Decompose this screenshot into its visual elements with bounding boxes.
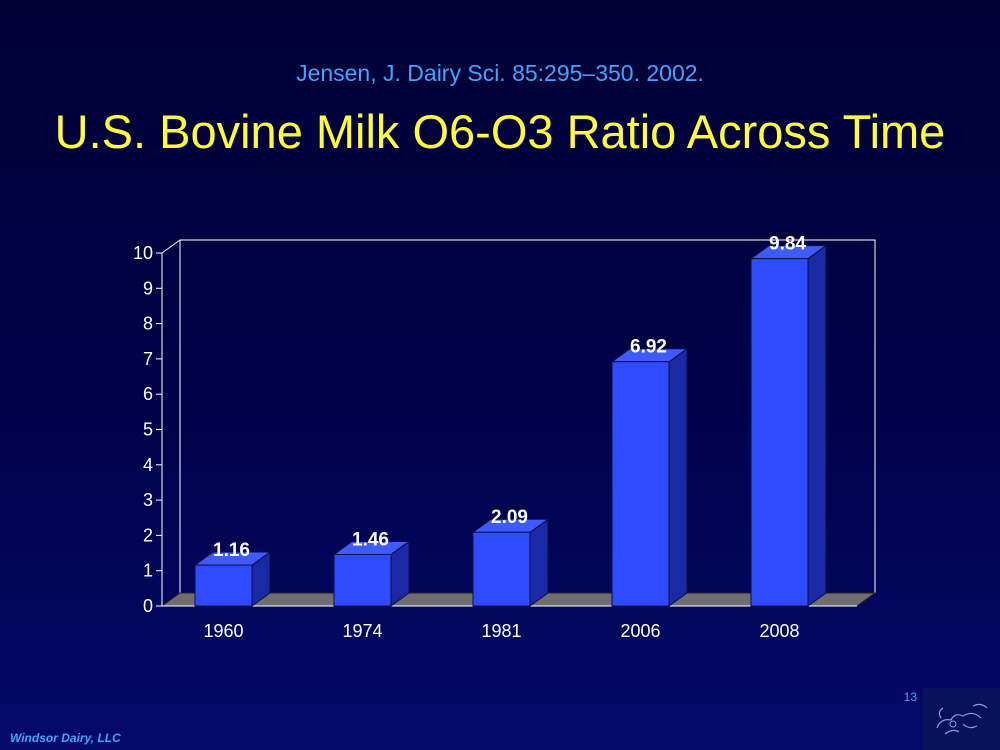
data-label: 9.84 xyxy=(769,234,806,255)
slide-title: U.S. Bovine Milk O6-O3 Ratio Across Time xyxy=(54,105,946,158)
x-tick-label: 2008 xyxy=(759,621,799,641)
x-tick-label: 1960 xyxy=(203,621,243,641)
y-tick-label: 3 xyxy=(143,490,153,510)
bar-side-face xyxy=(807,244,827,607)
footer-company: Windsor Dairy, LLC xyxy=(10,731,121,745)
bar-side-face xyxy=(529,518,549,607)
page-number: 13 xyxy=(903,690,917,704)
y-tick-label: 9 xyxy=(143,278,153,298)
y-tick-label: 7 xyxy=(143,349,153,369)
data-label: 1.16 xyxy=(213,540,250,561)
y-tick-label: 10 xyxy=(133,243,153,263)
bar xyxy=(750,258,809,607)
y-tick-label: 2 xyxy=(143,525,153,545)
bar xyxy=(611,361,670,607)
x-tick-label: 2006 xyxy=(620,621,660,641)
x-tick-label: 1974 xyxy=(342,621,382,641)
bar xyxy=(333,553,392,607)
citation: Jensen, J. Dairy Sci. 85:295–350. 2002. xyxy=(296,60,704,86)
y-tick-label: 6 xyxy=(143,384,153,404)
bar-side-face xyxy=(668,347,688,607)
data-label: 1.46 xyxy=(352,529,389,550)
y-tick-label: 1 xyxy=(143,561,153,581)
y-tick-label: 0 xyxy=(143,596,153,616)
bar xyxy=(472,531,531,607)
x-tick-label: 1981 xyxy=(481,621,521,641)
cow-sketch-logo-icon xyxy=(923,688,1000,750)
back-wall xyxy=(179,239,876,593)
axis-depth-edge xyxy=(161,239,181,254)
data-label: 6.92 xyxy=(630,337,667,358)
y-tick-label: 5 xyxy=(143,420,153,440)
bar xyxy=(194,564,253,607)
data-label: 2.09 xyxy=(491,507,528,528)
y-tick-label: 4 xyxy=(143,455,153,475)
y-tick-label: 8 xyxy=(143,314,153,334)
